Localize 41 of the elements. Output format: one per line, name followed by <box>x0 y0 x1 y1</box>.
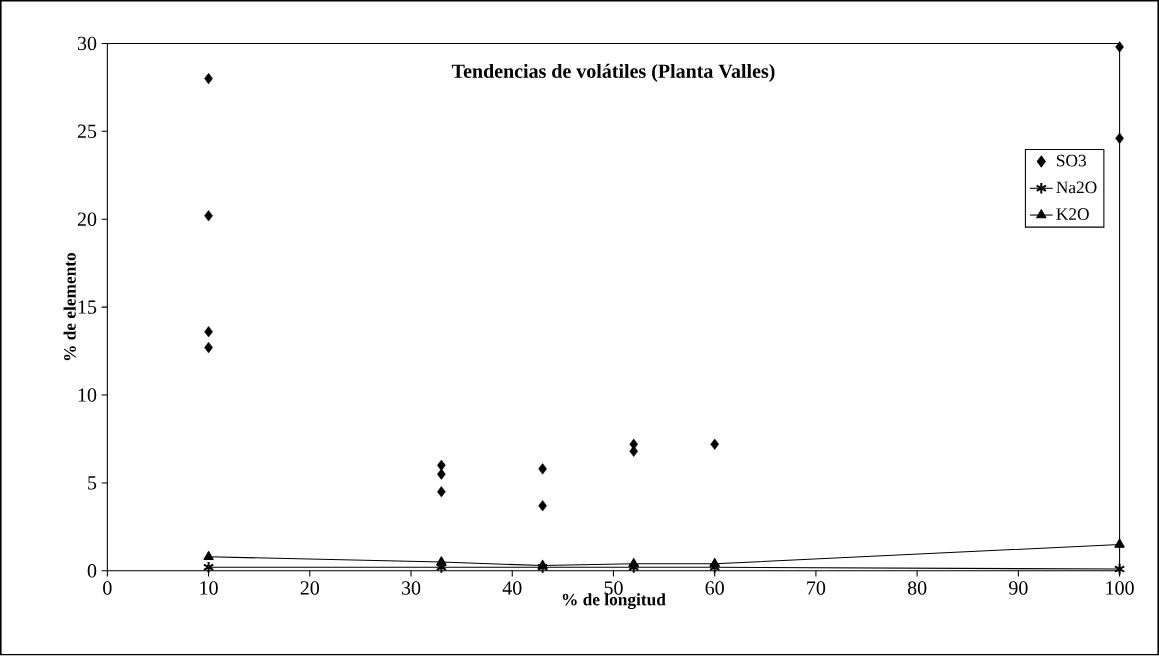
legend-label: Na2O <box>1056 181 1097 194</box>
x-tick-label: 50 <box>604 581 623 595</box>
x-tick-label: 60 <box>705 581 724 595</box>
point <box>437 468 446 480</box>
y-tick-label: 5 <box>88 476 97 490</box>
point <box>538 500 547 512</box>
point <box>538 463 547 475</box>
x-tick-label: 30 <box>401 581 421 595</box>
y-tick-label: 10 <box>78 388 97 402</box>
x-tick-label: 20 <box>300 581 320 595</box>
text: Tendencias de volátiles (Planta Valles) <box>451 64 775 83</box>
point <box>1114 538 1125 548</box>
x-tick-label: 70 <box>807 581 826 595</box>
point <box>1115 41 1124 53</box>
point <box>204 326 213 338</box>
x-axis-title: % de longitud <box>562 593 666 610</box>
y-tick-label: 20 <box>77 212 97 227</box>
y-tick-label: 25 <box>77 124 97 139</box>
y-tick-label: 15 <box>78 300 97 315</box>
y-tick-label: 0 <box>87 564 97 578</box>
point <box>436 556 447 566</box>
point <box>203 551 214 561</box>
point <box>537 561 549 574</box>
x-tick-label: 80 <box>907 581 927 595</box>
x-tick-label: 0 <box>103 581 112 595</box>
point <box>204 210 213 222</box>
legend-label: SO3 <box>1057 154 1086 167</box>
point <box>204 342 213 354</box>
y-tick-label: 30 <box>77 36 97 51</box>
point <box>202 561 215 574</box>
x-tick-label: 90 <box>1009 581 1028 595</box>
point <box>628 558 639 568</box>
y-axis-title: % de elemento <box>63 253 76 361</box>
x-tick-label: 40 <box>502 581 522 595</box>
x-tick-label: 100 <box>1106 581 1134 595</box>
x-tick-label: 10 <box>200 581 218 595</box>
point <box>437 486 446 498</box>
point <box>709 558 720 568</box>
legend-label: K2O <box>1056 208 1089 221</box>
point <box>204 73 213 85</box>
point <box>537 559 548 569</box>
